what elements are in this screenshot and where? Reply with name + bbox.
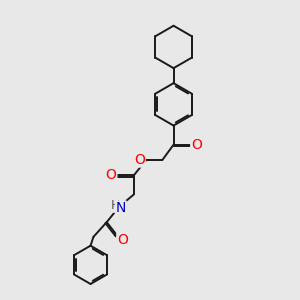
Text: O: O: [191, 138, 202, 152]
Text: N: N: [116, 201, 126, 215]
Text: O: O: [106, 168, 117, 182]
Text: H: H: [110, 199, 120, 212]
Text: O: O: [134, 153, 145, 167]
Text: O: O: [117, 233, 128, 247]
